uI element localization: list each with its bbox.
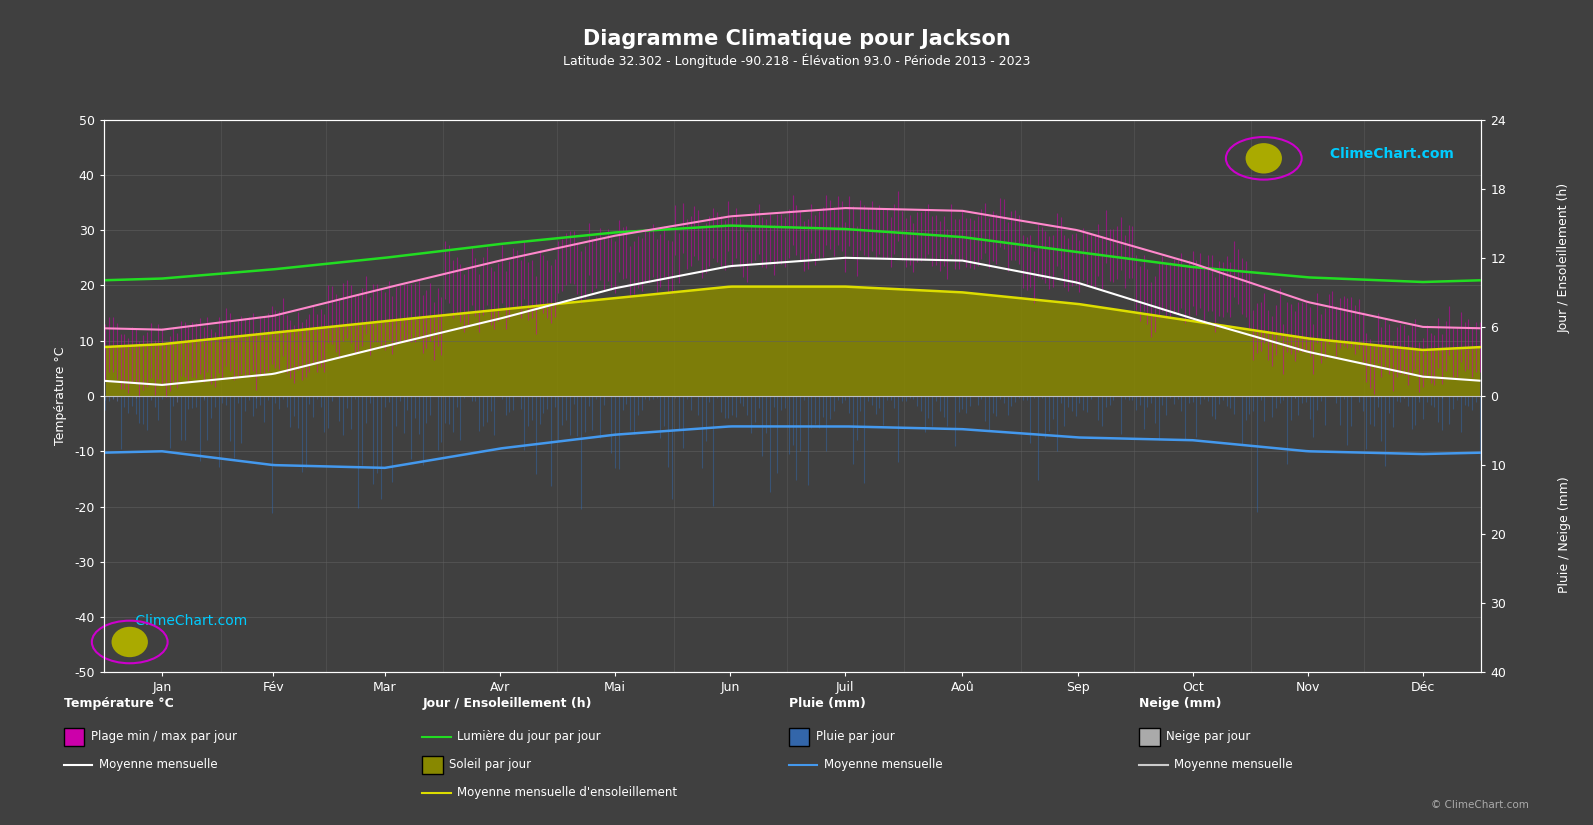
Text: Pluie / Neige (mm): Pluie / Neige (mm) [1558,476,1571,592]
Text: Jour / Ensoleillement (h): Jour / Ensoleillement (h) [422,697,591,710]
Ellipse shape [112,627,148,658]
Text: Lumière du jour par jour: Lumière du jour par jour [457,730,601,743]
Text: Moyenne mensuelle d'ensoleillement: Moyenne mensuelle d'ensoleillement [457,786,677,799]
Text: © ClimeChart.com: © ClimeChart.com [1432,800,1529,810]
Text: Jour / Ensoleillement (h): Jour / Ensoleillement (h) [1558,183,1571,332]
Text: Diagramme Climatique pour Jackson: Diagramme Climatique pour Jackson [583,29,1010,49]
Text: Plage min / max par jour: Plage min / max par jour [91,730,237,743]
Text: Neige (mm): Neige (mm) [1139,697,1222,710]
Y-axis label: Température °C: Température °C [54,346,67,446]
Text: ClimeChart.com: ClimeChart.com [1325,148,1454,161]
Text: Soleil par jour: Soleil par jour [449,758,532,771]
Text: Pluie par jour: Pluie par jour [816,730,894,743]
Text: ClimeChart.com: ClimeChart.com [131,614,247,628]
Text: Moyenne mensuelle: Moyenne mensuelle [99,758,217,771]
Text: Pluie (mm): Pluie (mm) [789,697,865,710]
Text: Neige par jour: Neige par jour [1166,730,1251,743]
Ellipse shape [1246,143,1282,173]
Text: Température °C: Température °C [64,697,174,710]
Text: Moyenne mensuelle: Moyenne mensuelle [1174,758,1292,771]
Text: Latitude 32.302 - Longitude -90.218 - Élévation 93.0 - Période 2013 - 2023: Latitude 32.302 - Longitude -90.218 - Él… [562,54,1031,68]
Text: Moyenne mensuelle: Moyenne mensuelle [824,758,941,771]
